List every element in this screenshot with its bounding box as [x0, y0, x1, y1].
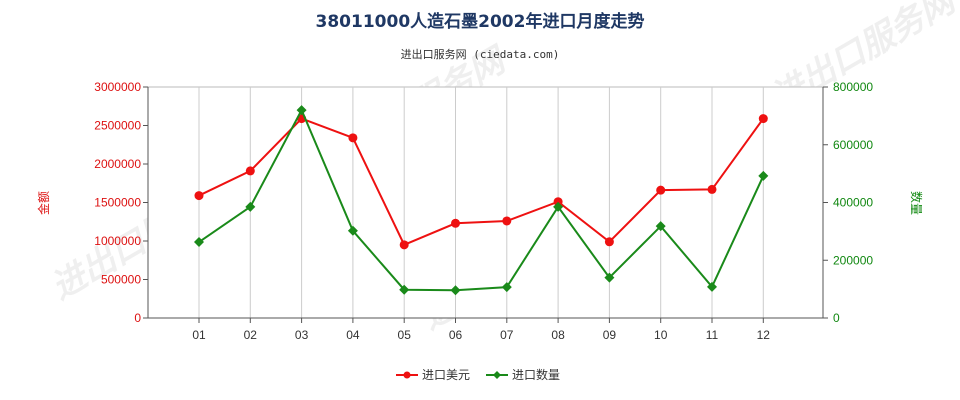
plot-area — [147, 86, 824, 319]
x-tick-label: 03 — [295, 328, 309, 342]
left-axis-title: 金额 — [36, 191, 51, 215]
data-point-usd[interactable] — [656, 185, 666, 195]
right-tick-label: 0 — [833, 311, 840, 325]
x-tick-label: 01 — [192, 328, 206, 342]
left-tick-label: 500000 — [101, 273, 141, 287]
right-tick-label: 400000 — [833, 196, 873, 210]
data-point-usd[interactable] — [245, 166, 255, 176]
series-layer — [194, 105, 769, 296]
data-point-quantity[interactable] — [707, 281, 717, 292]
legend-marker-quantity — [493, 371, 501, 379]
x-tick-label: 07 — [500, 328, 514, 342]
data-point-usd[interactable] — [348, 133, 358, 143]
x-tick-label: 06 — [449, 328, 463, 342]
right-axis-title: 数量 — [909, 191, 924, 215]
x-tick-label: 11 — [706, 328, 719, 342]
x-tick-label: 10 — [654, 328, 668, 342]
right-axis-ticks: 0 200000 400000 600000 800000 — [823, 80, 873, 325]
legend-label-quantity: 进口数量 — [512, 367, 560, 382]
data-point-quantity[interactable] — [501, 282, 512, 293]
data-point-quantity[interactable] — [604, 272, 615, 283]
data-point-quantity[interactable] — [399, 284, 410, 295]
data-point-quantity[interactable] — [450, 285, 461, 296]
left-tick-label: 3000000 — [94, 80, 141, 94]
data-point-usd[interactable] — [399, 240, 409, 250]
right-tick-label: 600000 — [833, 138, 873, 152]
data-point-usd[interactable] — [502, 216, 512, 226]
x-tick-label: 02 — [244, 328, 258, 342]
data-point-quantity[interactable] — [758, 170, 769, 181]
x-tick-label: 12 — [757, 328, 771, 342]
legend-item-usd[interactable]: 进口美元 — [396, 368, 470, 382]
data-point-quantity[interactable] — [245, 201, 256, 212]
right-tick-label: 800000 — [833, 80, 873, 94]
legend-item-quantity[interactable]: 进口数量 — [486, 367, 560, 382]
chart-subtitle: 进出口服务网 (ciedata.com) — [401, 47, 560, 61]
legend-marker-usd — [403, 371, 411, 379]
data-point-usd[interactable] — [451, 218, 460, 228]
series-line-quantity — [198, 107, 765, 292]
data-point-usd[interactable] — [758, 114, 768, 124]
legend: 进口美元 进口数量 — [396, 367, 560, 382]
left-tick-label: 2000000 — [94, 157, 141, 171]
data-point-usd[interactable] — [707, 184, 717, 194]
data-point-usd[interactable] — [604, 237, 614, 247]
x-tick-label: 05 — [398, 328, 412, 342]
data-point-quantity[interactable] — [194, 237, 204, 248]
left-tick-label: 2500000 — [94, 119, 141, 133]
data-point-usd[interactable] — [553, 197, 563, 207]
data-point-quantity[interactable] — [553, 201, 564, 212]
x-tick-label: 04 — [346, 328, 360, 342]
left-tick-label: 1500000 — [94, 196, 141, 210]
data-point-usd[interactable] — [194, 191, 204, 201]
x-tick-label: 09 — [603, 328, 617, 342]
left-tick-label: 1000000 — [94, 234, 141, 248]
left-axis-ticks: 0 500000 1000000 1500000 2000000 2500000 30000… — [94, 80, 148, 325]
data-point-quantity[interactable] — [296, 105, 307, 116]
x-axis-ticks: 01 02 03 04 05 06 07 08 09 10 11 12 — [192, 318, 770, 342]
left-tick-label: 0 — [134, 311, 141, 325]
data-point-quantity[interactable] — [347, 225, 358, 236]
chart-title: 38011000人造石墨2002年进口月度走势 — [316, 11, 645, 32]
right-tick-label: 200000 — [833, 253, 873, 267]
x-tick-label: 08 — [551, 328, 565, 342]
data-point-quantity[interactable] — [655, 221, 666, 232]
legend-label-usd: 进口美元 — [422, 368, 470, 382]
